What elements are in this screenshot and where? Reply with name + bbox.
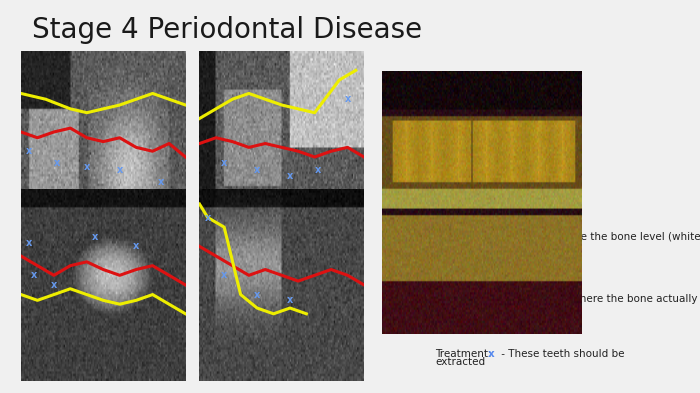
Text: x: x: [287, 295, 293, 305]
Text: - These teeth should be: - These teeth should be: [498, 349, 625, 360]
Text: This red line is where the bone level (white: This red line is where the bone level (w…: [476, 231, 700, 242]
Text: x: x: [31, 270, 37, 280]
Text: extracted: extracted: [435, 356, 486, 367]
Text: x: x: [26, 237, 32, 248]
Text: x: x: [221, 158, 228, 168]
Text: x: x: [51, 280, 57, 290]
Text: x: x: [84, 162, 90, 172]
Text: x: x: [117, 165, 122, 176]
Text: This yellow line is where the bone actually is.: This yellow line is where the bone actua…: [476, 294, 700, 305]
Text: x: x: [254, 165, 260, 176]
Text: x: x: [344, 94, 351, 104]
Text: x: x: [315, 165, 321, 176]
Text: x: x: [92, 232, 98, 242]
Text: Treatment:: Treatment:: [435, 349, 498, 360]
Text: x: x: [204, 213, 211, 222]
Text: x: x: [221, 270, 228, 280]
Text: x: x: [287, 171, 293, 181]
Text: Stage 4 Periodontal Disease: Stage 4 Periodontal Disease: [32, 16, 421, 44]
Text: x: x: [488, 349, 495, 360]
Text: x: x: [158, 177, 164, 187]
Text: x: x: [254, 290, 260, 299]
Text: x: x: [133, 241, 139, 252]
Text: on X-ray) should be.: on X-ray) should be.: [476, 239, 581, 250]
Text: x: x: [54, 158, 60, 168]
Text: x: x: [26, 146, 32, 156]
